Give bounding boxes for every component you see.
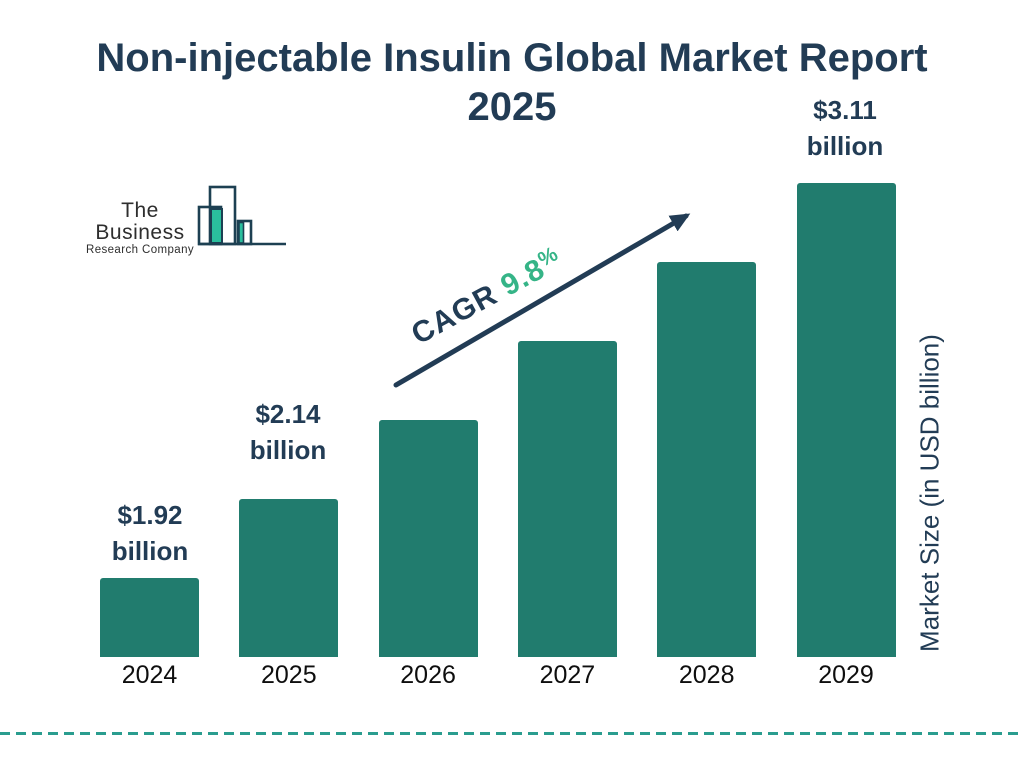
x-tick-2025: 2025 bbox=[260, 661, 317, 689]
bar-2024 bbox=[100, 578, 199, 657]
value-label-2024: $1.92 billion bbox=[75, 497, 225, 569]
x-tick-2029: 2029 bbox=[818, 661, 874, 689]
value-label-2025-amount: $2.14 bbox=[255, 399, 321, 429]
value-label-2025: $2.14 billion bbox=[213, 396, 363, 468]
x-tick-2024: 2024 bbox=[121, 661, 178, 689]
value-label-2024-unit: billion bbox=[111, 536, 189, 566]
page-title-line2: 2025 bbox=[467, 85, 557, 129]
bar-chart-logo-icon bbox=[197, 185, 286, 246]
company-logo-text: The Business Research Company bbox=[76, 200, 204, 257]
company-logo: The Business Research Company bbox=[70, 178, 290, 256]
logo-name: The Business bbox=[95, 199, 185, 244]
page-title-line1: Non-injectable Insulin Global Market Rep… bbox=[96, 36, 928, 80]
value-label-2029-unit: billion bbox=[806, 131, 884, 161]
bar-2026 bbox=[378, 420, 478, 657]
x-tick-2027: 2027 bbox=[539, 661, 596, 689]
bar-2029 bbox=[796, 183, 896, 657]
value-label-2025-unit: billion bbox=[249, 435, 327, 465]
y-axis-label: Market Size (in USD billion) bbox=[914, 334, 945, 652]
growth-arrow-icon bbox=[393, 213, 691, 388]
value-label-2029: $3.11 billion bbox=[770, 92, 920, 164]
x-tick-2028: 2028 bbox=[678, 661, 735, 689]
value-label-2024-amount: $1.92 bbox=[117, 500, 183, 530]
x-tick-2026: 2026 bbox=[400, 661, 456, 689]
page-title: Non-injectable Insulin Global Market Rep… bbox=[0, 34, 1024, 132]
bar-2025 bbox=[239, 499, 339, 657]
logo-subname: Research Company bbox=[85, 244, 195, 256]
bottom-dashed-divider bbox=[0, 732, 1024, 735]
value-label-2029-amount: $3.11 bbox=[813, 95, 877, 125]
bar-2027 bbox=[517, 341, 617, 657]
bar-2028 bbox=[657, 262, 757, 657]
